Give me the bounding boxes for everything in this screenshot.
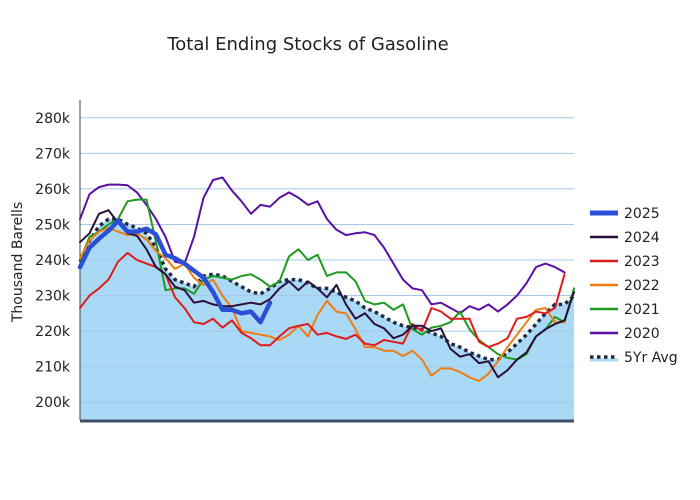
series-line-5yr-avg bbox=[78, 217, 576, 362]
legend-label-2025: 2025 bbox=[624, 206, 660, 222]
y-tick-label: 260k bbox=[35, 182, 71, 198]
y-tick-label: 220k bbox=[35, 324, 71, 340]
series-line-2022 bbox=[79, 227, 566, 382]
avg-area-fill bbox=[80, 219, 574, 420]
legend-label-2024: 2024 bbox=[624, 230, 660, 246]
legend-label-2020: 2020 bbox=[624, 326, 660, 342]
series-line-2024 bbox=[79, 209, 575, 379]
legend-label-2022: 2022 bbox=[624, 278, 660, 294]
y-axis-label: Thousand Barells bbox=[10, 202, 26, 323]
legend-label-5yr-avg: 5Yr Avg bbox=[624, 350, 678, 366]
y-tick-label: 250k bbox=[35, 217, 71, 233]
legend-label-2021: 2021 bbox=[624, 302, 660, 318]
y-tick-label: 200k bbox=[35, 395, 71, 411]
y-tick-label: 240k bbox=[35, 253, 71, 269]
series-line-2020 bbox=[79, 176, 566, 315]
legend: 2025 2024 2023 2022 2021 2020 5Yr Avg bbox=[590, 206, 678, 366]
y-tick-label: 210k bbox=[35, 360, 71, 376]
series-line-2025 bbox=[77, 218, 273, 325]
series-line-2021 bbox=[79, 198, 575, 361]
legend-label-2023: 2023 bbox=[624, 254, 660, 270]
y-tick-label: 270k bbox=[35, 146, 71, 162]
y-tick-label: 280k bbox=[35, 111, 71, 127]
plot-area: 200k 210k 220k 230k 240k 250k 260k 270k 280k bbox=[35, 100, 576, 423]
chart-title: Total Ending Stocks of Gasoline bbox=[166, 34, 448, 55]
y-tick-label: 230k bbox=[35, 289, 71, 305]
